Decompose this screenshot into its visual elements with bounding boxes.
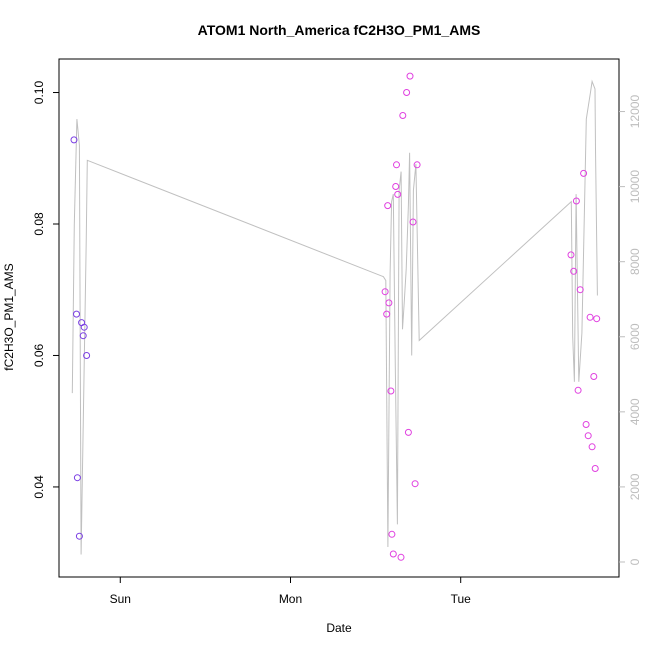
y2-tick-label: 12000 — [628, 95, 642, 129]
data-point — [70, 136, 78, 144]
data-point — [80, 323, 88, 331]
data-point — [586, 313, 594, 321]
y-tick-label: 0.06 — [32, 343, 46, 367]
y2-tick-label: 0 — [628, 558, 642, 565]
y2-tick-label: 6000 — [628, 323, 642, 350]
y-tick-label: 0.08 — [32, 212, 46, 236]
data-point — [580, 169, 588, 177]
data-point — [593, 315, 601, 323]
data-point — [574, 386, 582, 394]
data-point — [411, 480, 419, 488]
data-point — [73, 310, 80, 318]
data-point — [409, 218, 417, 226]
data-point — [590, 373, 598, 380]
x-tick-label: Sun — [110, 592, 131, 606]
data-point — [387, 387, 395, 395]
data-point — [591, 465, 599, 472]
data-point — [393, 161, 400, 169]
data-point — [388, 530, 396, 538]
data-point — [406, 72, 414, 80]
data-point — [413, 161, 421, 169]
data-point — [397, 553, 405, 561]
x-tick-label: Mon — [279, 592, 302, 606]
data-point — [576, 286, 584, 294]
data-point — [404, 428, 412, 436]
data-point — [381, 288, 389, 296]
data-point — [79, 332, 87, 340]
data-point — [385, 299, 393, 307]
series-line — [71, 79, 598, 555]
data-point — [588, 443, 596, 451]
data-point — [567, 251, 575, 259]
data-point — [392, 183, 400, 190]
x-tick-label: Tue — [451, 592, 472, 606]
chart-title: ATOM1 North_America fC2H3O_PM1_AMS — [198, 22, 481, 38]
data-point — [403, 89, 411, 96]
plot-layer: Sun Mon Tue 0.04 0.06 0.08 0.10 0 2000 4000 6000 80… — [32, 58, 642, 606]
data-point — [384, 202, 392, 210]
y2-tick-label: 4000 — [628, 398, 642, 425]
y-tick-label: 0.10 — [32, 81, 46, 105]
y2-tick-label: 2000 — [628, 473, 642, 500]
data-point — [73, 474, 81, 482]
data-point — [584, 432, 592, 440]
x-axis-label: Date — [326, 621, 352, 635]
data-point — [83, 352, 91, 359]
y2-tick-label: 10000 — [628, 170, 642, 204]
y-axis-label: fC2H3O_PM1_AMS — [2, 263, 16, 370]
data-point — [389, 550, 397, 558]
data-point — [75, 532, 83, 540]
plot-frame — [58, 58, 620, 578]
data-point — [383, 310, 391, 318]
data-point — [570, 267, 578, 275]
data-point — [572, 197, 580, 205]
data-point — [394, 190, 402, 198]
y-tick-label: 0.04 — [32, 475, 46, 499]
y2-tick-label: 8000 — [628, 248, 642, 275]
data-point — [399, 112, 407, 119]
data-point — [582, 421, 590, 428]
